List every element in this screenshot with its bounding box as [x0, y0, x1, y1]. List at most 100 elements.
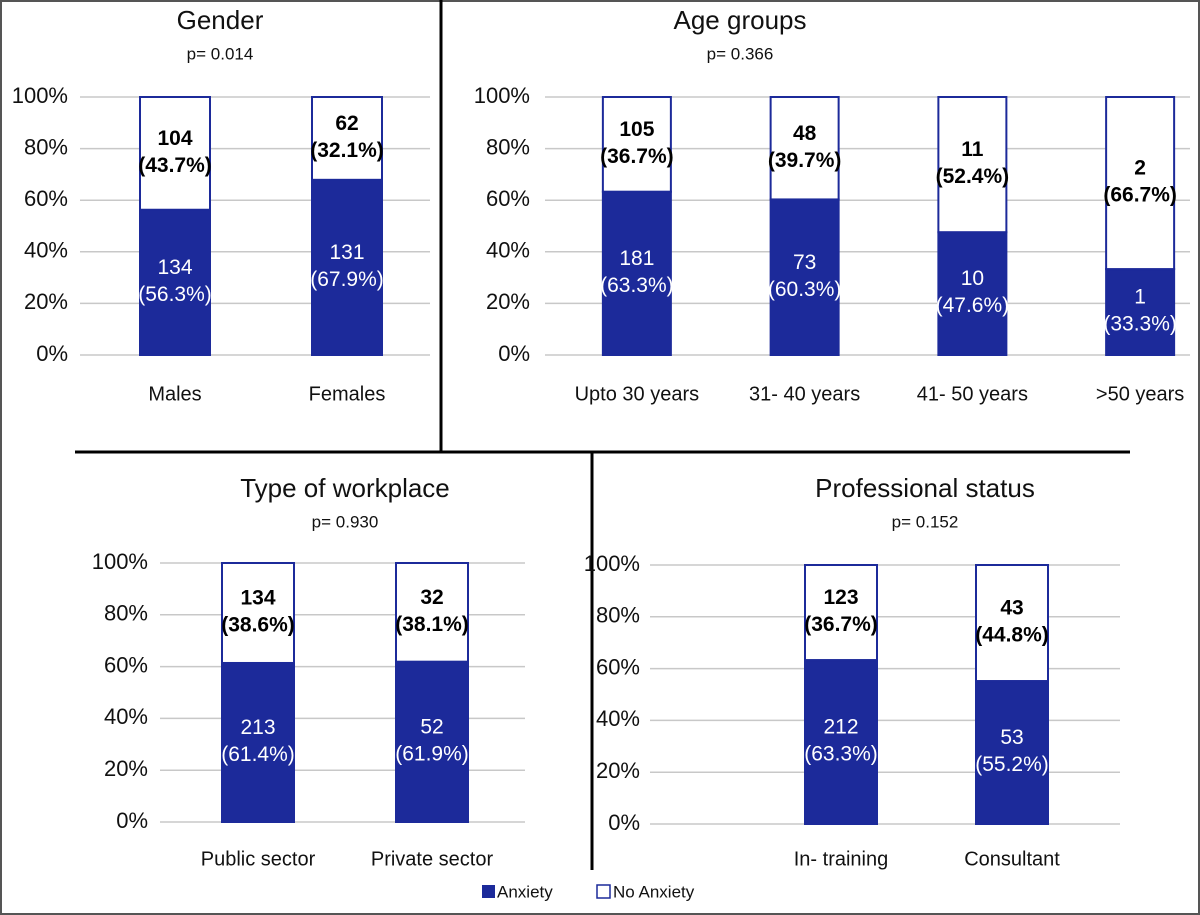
chart-title: Gender [177, 5, 264, 35]
bar-segment [221, 562, 295, 664]
y-tick-label: 20% [24, 289, 68, 314]
data-label-count: 32 [420, 586, 443, 609]
y-tick-label: 80% [24, 134, 68, 159]
bar-segment [804, 564, 878, 662]
y-tick-label: 0% [608, 810, 640, 835]
data-label-count: 104 [157, 127, 192, 150]
bar-segment [975, 680, 1049, 825]
data-label-count: 123 [823, 586, 858, 609]
data-label-percent: (33.3%) [1103, 313, 1177, 336]
bar-segment [311, 96, 383, 181]
data-label-count: 53 [1000, 726, 1023, 749]
bar-segment [139, 96, 211, 211]
y-tick-label: 40% [596, 706, 640, 731]
y-tick-label: 40% [24, 238, 68, 263]
data-label-count: 62 [335, 112, 358, 135]
y-tick-label: 20% [486, 289, 530, 314]
legend-label: No Anxiety [613, 882, 695, 901]
data-label-percent: (63.3%) [600, 274, 674, 297]
y-tick-label: 60% [596, 654, 640, 679]
bar-segment [769, 96, 840, 201]
data-label-count: 134 [240, 587, 275, 610]
data-label-count: 134 [157, 256, 192, 279]
x-tick-label: Females [309, 383, 386, 405]
y-tick-label: 0% [36, 341, 68, 366]
bar-segment [1105, 96, 1176, 271]
data-label-count: 213 [240, 716, 275, 739]
x-tick-label: >50 years [1096, 383, 1184, 405]
y-tick-label: 100% [92, 549, 148, 574]
bar-segment [395, 562, 469, 663]
y-tick-label: 0% [498, 341, 530, 366]
data-label-count: 52 [420, 715, 443, 738]
data-label-count: 105 [619, 118, 654, 141]
bar-segment [601, 190, 672, 356]
y-tick-label: 100% [584, 551, 640, 576]
y-tick-label: 60% [104, 652, 148, 677]
y-tick-label: 20% [596, 758, 640, 783]
data-label-count: 11 [961, 138, 984, 161]
data-label-count: 48 [793, 122, 817, 145]
y-tick-label: 100% [474, 83, 530, 108]
data-label-percent: (63.3%) [804, 743, 878, 766]
chart-subtitle: p= 0.930 [312, 512, 379, 531]
y-tick-label: 100% [12, 83, 68, 108]
x-tick-label: 41- 50 years [917, 383, 1028, 405]
data-label-count: 2 [1134, 157, 1146, 180]
y-tick-label: 80% [486, 134, 530, 159]
data-label-percent: (56.3%) [138, 283, 212, 306]
data-label-percent: (47.6%) [936, 294, 1010, 317]
chart-subtitle: p= 0.152 [892, 512, 959, 531]
chart-title: Professional status [815, 473, 1035, 503]
data-label-percent: (67.9%) [310, 268, 384, 291]
data-label-percent: (38.1%) [395, 613, 469, 636]
y-tick-label: 60% [24, 186, 68, 211]
data-label-percent: (52.4%) [936, 165, 1010, 188]
data-label-count: 10 [961, 267, 984, 290]
x-tick-label: Public sector [201, 848, 316, 870]
bar-segment [937, 96, 1008, 234]
bar-segment [221, 661, 295, 823]
x-tick-label: 31- 40 years [749, 383, 860, 405]
x-tick-label: Upto 30 years [575, 383, 700, 405]
chart-title: Type of workplace [240, 473, 450, 503]
y-tick-label: 40% [104, 704, 148, 729]
chart-subtitle: p= 0.014 [187, 44, 254, 63]
y-tick-label: 60% [486, 186, 530, 211]
bar-segment [139, 208, 211, 356]
legend-swatch [596, 884, 611, 899]
data-label-count: 212 [823, 716, 858, 739]
data-label-percent: (60.3%) [768, 278, 842, 301]
data-label-count: 73 [793, 251, 816, 274]
data-label-percent: (38.6%) [221, 614, 295, 637]
bar-segment [1105, 268, 1176, 356]
y-tick-label: 20% [104, 756, 148, 781]
data-label-count: 181 [619, 247, 654, 270]
data-label-percent: (36.7%) [600, 145, 674, 168]
data-label-percent: (44.8%) [975, 624, 1049, 647]
chart-title: Age groups [674, 5, 807, 35]
y-tick-label: 40% [486, 238, 530, 263]
y-tick-label: 80% [104, 601, 148, 626]
legend-label: Anxiety [497, 882, 553, 901]
data-label-count: 131 [329, 241, 364, 264]
data-label-count: 1 [1134, 286, 1146, 309]
data-label-percent: (66.7%) [1103, 184, 1177, 207]
data-label-percent: (39.7%) [768, 149, 842, 172]
bar-segment [975, 564, 1049, 683]
data-label-percent: (36.7%) [804, 613, 878, 636]
y-tick-label: 0% [116, 808, 148, 833]
x-tick-label: Private sector [371, 848, 494, 870]
bar-segment [395, 660, 469, 824]
data-label-percent: (61.4%) [221, 743, 295, 766]
data-label-percent: (32.1%) [310, 139, 384, 162]
legend: Anxiety No Anxiety [482, 882, 695, 901]
bar-segment [937, 231, 1008, 356]
x-tick-label: In- training [794, 848, 889, 870]
y-tick-label: 80% [596, 603, 640, 628]
bar-segment [601, 96, 672, 193]
data-label-percent: (55.2%) [975, 753, 1049, 776]
bar-segment [769, 198, 840, 356]
